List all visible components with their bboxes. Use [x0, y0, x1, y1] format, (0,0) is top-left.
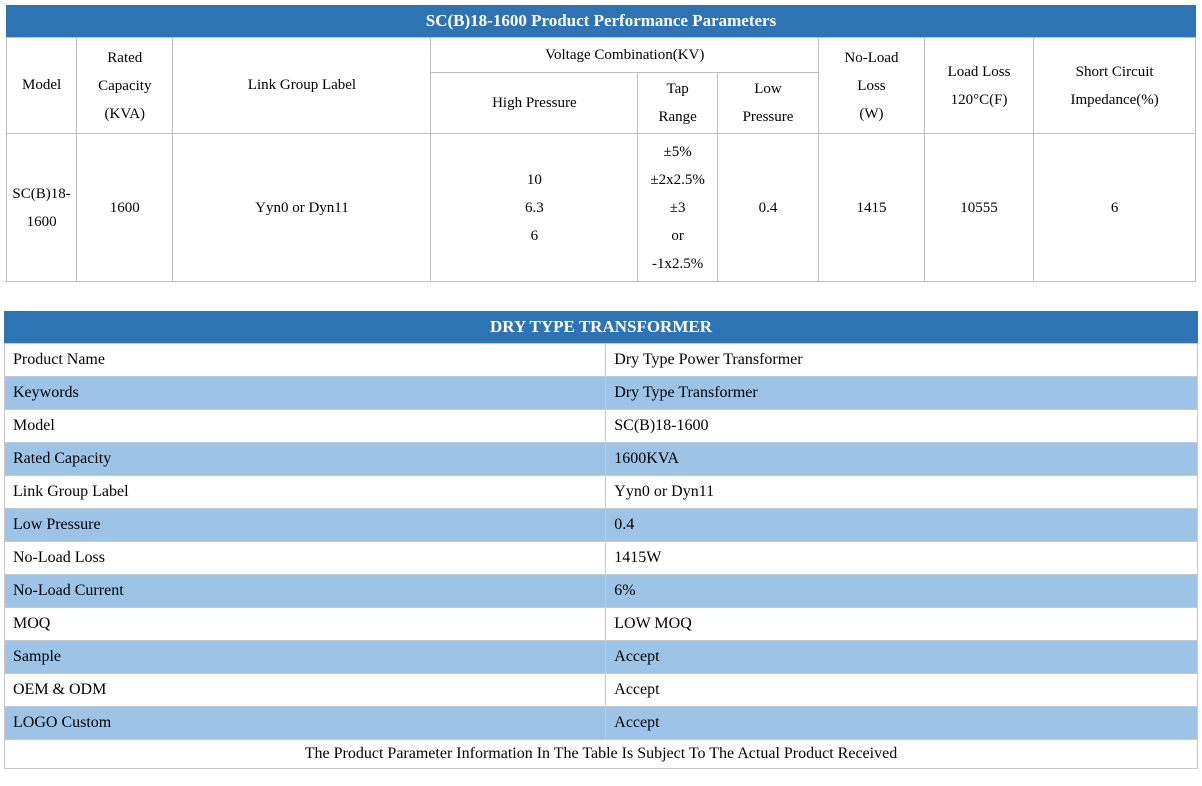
performance-table-title: SC(B)18-1600 Product Performance Paramet…: [6, 5, 1196, 37]
table-row: Keywords Dry Type Transformer: [3, 376, 1198, 410]
no-load-loss-header: No-Load Loss (W): [818, 37, 925, 134]
spec-table: Product Name Dry Type Power Transformer …: [3, 343, 1198, 769]
value-line: 6: [530, 227, 539, 244]
spec-value: SC(B)18-1600: [605, 409, 1198, 443]
disclaimer-text: The Product Parameter Information In The…: [4, 739, 1198, 769]
header-line: Rated: [107, 49, 143, 66]
spec-value: Yyn0 or Dyn11: [605, 475, 1198, 509]
value-line: ±3: [669, 199, 686, 216]
table-row: LOGO Custom Accept: [3, 706, 1198, 740]
spec-value: LOW MOQ: [605, 607, 1198, 641]
header-line: Short Circuit: [1075, 63, 1154, 80]
value-line: ±5%: [663, 143, 692, 160]
spec-value: 1600KVA: [605, 442, 1198, 476]
spec-label: MOQ: [3, 607, 607, 641]
table-row: No-Load Current 6%: [3, 574, 1198, 608]
spec-value: Accept: [605, 640, 1198, 674]
spec-value: 0.4: [605, 508, 1198, 542]
header-line: Range: [658, 109, 697, 125]
header-line: Capacity: [98, 77, 152, 94]
table-row: Link Group Label Yyn0 or Dyn11: [3, 475, 1198, 509]
value-line: or: [671, 227, 684, 244]
load-loss-value: 10555: [923, 133, 1035, 282]
header-line: (KVA): [104, 105, 146, 122]
header-line: Loss: [857, 77, 886, 94]
spec-label: No-Load Loss: [3, 541, 607, 575]
value-line: 6.3: [525, 199, 544, 216]
model-value: SC(B)18-1600: [5, 133, 78, 282]
spec-value: Accept: [605, 673, 1198, 707]
spec-value: Dry Type Transformer: [605, 376, 1198, 410]
low-pressure-header: Low Pressure: [716, 72, 820, 134]
spec-label: Low Pressure: [3, 508, 607, 542]
short-circuit-impedance-value: 6: [1033, 133, 1196, 282]
no-load-loss-value: 1415: [818, 133, 925, 282]
spec-label: Sample: [3, 640, 607, 674]
header-line: Load Loss: [947, 63, 1011, 80]
spec-label: No-Load Current: [3, 574, 607, 608]
short-circuit-impedance-header: Short Circuit Impedance(%): [1033, 37, 1196, 134]
header-line: Pressure: [742, 109, 794, 125]
spec-table-section: DRY TYPE TRANSFORMER Product Name Dry Ty…: [3, 311, 1198, 769]
table-row: Rated Capacity 1600KVA: [3, 442, 1198, 476]
high-pressure-value: 10 6.3 6: [430, 133, 639, 282]
spec-label: Model: [3, 409, 607, 443]
header-line: No-Load: [844, 49, 899, 66]
spec-label: Rated Capacity: [3, 442, 607, 476]
table-row: Low Pressure 0.4: [3, 508, 1198, 542]
tap-range-value: ±5% ±2x2.5% ±3 or -1x2.5%: [637, 133, 718, 282]
spec-value: Accept: [605, 706, 1198, 740]
table-row: No-Load Loss 1415W: [3, 541, 1198, 575]
performance-table-section: SC(B)18-1600 Product Performance Paramet…: [5, 5, 1196, 282]
header-line: Tap: [666, 81, 689, 97]
spec-value: Dry Type Power Transformer: [605, 343, 1198, 377]
table-row: Product Name Dry Type Power Transformer: [3, 343, 1198, 377]
load-loss-header: Load Loss 120°C(F): [923, 37, 1035, 134]
spec-value: 6%: [605, 574, 1198, 608]
spec-label: Product Name: [3, 343, 607, 377]
low-pressure-value: 0.4: [716, 133, 820, 282]
table-row: MOQ LOW MOQ: [3, 607, 1198, 641]
footer-row: The Product Parameter Information In The…: [4, 739, 1198, 769]
rated-capacity-value: 1600: [76, 133, 174, 282]
spec-label: Link Group Label: [3, 475, 607, 509]
table-row: Sample Accept: [3, 640, 1198, 674]
header-row-2: High Pressure Tap Range Low Pressure: [7, 72, 1196, 134]
spec-table-title: DRY TYPE TRANSFORMER: [4, 311, 1198, 343]
spec-label: OEM & ODM: [3, 673, 607, 707]
table-row: OEM & ODM Accept: [3, 673, 1198, 707]
spec-label: Keywords: [3, 376, 607, 410]
value-line: 10: [526, 171, 542, 188]
header-line: Low: [754, 81, 782, 97]
table-row: SC(B)18-1600 1600 Yyn0 or Dyn11 10 6.3 6…: [5, 133, 1196, 282]
rated-capacity-header: Rated Capacity (KVA): [76, 37, 174, 134]
header-line: 120°C(F): [950, 91, 1008, 108]
header-line: (W): [859, 105, 884, 122]
header-line: Impedance(%): [1070, 91, 1159, 108]
tap-range-header: Tap Range: [637, 72, 718, 134]
spec-value: 1415W: [605, 541, 1198, 575]
spec-label: LOGO Custom: [3, 706, 607, 740]
header-row-1: Model Rated Capacity (KVA) Link Group La…: [5, 37, 1196, 134]
voltage-combination-header: Voltage Combination(KV): [430, 37, 820, 73]
link-group-label-header: Link Group Label: [172, 37, 432, 134]
performance-table: Model Rated Capacity (KVA) Link Group La…: [5, 37, 1196, 282]
value-line: ±2x2.5%: [650, 171, 705, 188]
model-header: Model: [5, 37, 78, 134]
table-row: Model SC(B)18-1600: [3, 409, 1198, 443]
value-line: -1x2.5%: [652, 255, 704, 272]
high-pressure-header: High Pressure: [430, 72, 639, 134]
link-group-label-value: Yyn0 or Dyn11: [172, 133, 432, 282]
